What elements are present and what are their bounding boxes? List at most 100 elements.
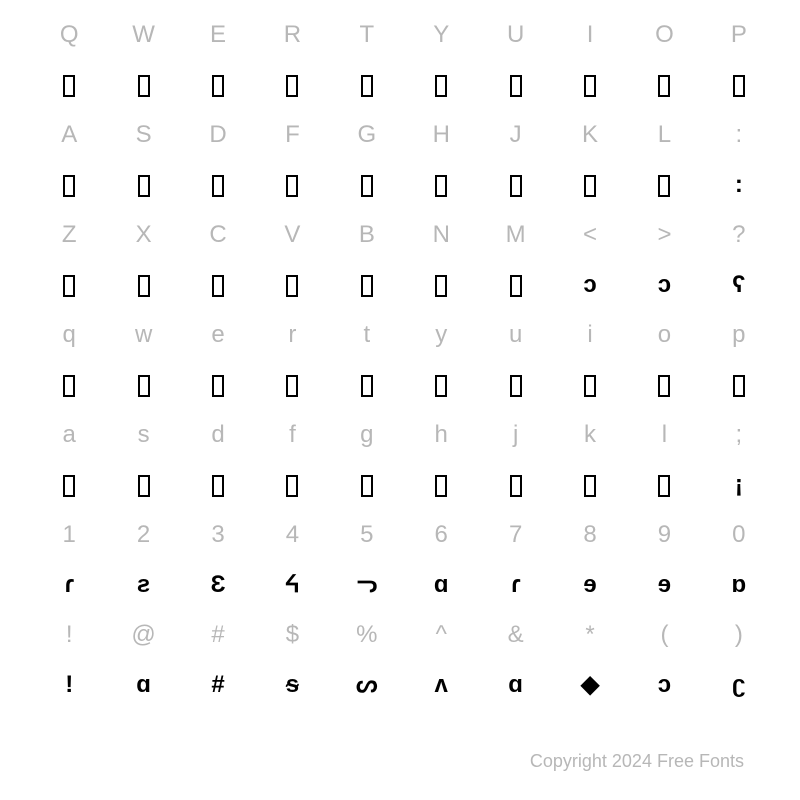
missing-glyph-icon (510, 475, 522, 497)
key-label: p (702, 323, 776, 347)
key-glyph: ɾ (478, 573, 552, 597)
key-label: C (181, 223, 255, 247)
key-label: 4 (255, 523, 329, 547)
key-label: F (255, 123, 329, 147)
key-glyph: ɑ (106, 673, 180, 697)
key-glyph (627, 473, 701, 497)
missing-glyph-icon (212, 275, 224, 297)
key-glyph (404, 73, 478, 97)
key-glyph (106, 173, 180, 197)
key-label: 5 (330, 523, 404, 547)
missing-glyph-icon (212, 75, 224, 97)
missing-glyph-icon (510, 375, 522, 397)
missing-glyph-icon (510, 275, 522, 297)
key-glyph: ɘ (627, 573, 701, 597)
key-glyph: ! (32, 673, 106, 697)
key-label: 2 (106, 523, 180, 547)
key-glyph (553, 173, 627, 197)
key-label: T (330, 23, 404, 47)
key-label: Y (404, 23, 478, 47)
key-label: W (106, 23, 180, 47)
key-glyph (106, 273, 180, 297)
missing-glyph-icon (286, 175, 298, 197)
key-label: o (627, 323, 701, 347)
key-label: ^ (404, 623, 478, 647)
missing-glyph-icon (733, 375, 745, 397)
missing-glyph-icon (286, 375, 298, 397)
key-label: J (478, 123, 552, 147)
key-label: y (404, 323, 478, 347)
label-row: !@#$%^&*() (32, 610, 776, 660)
key-glyph (181, 173, 255, 197)
missing-glyph-icon (510, 75, 522, 97)
missing-glyph-icon (138, 475, 150, 497)
label-row: ASDFGHJKL: (32, 110, 776, 160)
key-glyph (330, 173, 404, 197)
missing-glyph-icon (584, 375, 596, 397)
missing-glyph-icon (286, 75, 298, 97)
key-glyph (627, 373, 701, 397)
key-label: : (702, 123, 776, 147)
key-label: K (553, 123, 627, 147)
missing-glyph-icon (138, 75, 150, 97)
key-glyph: ɘ (553, 573, 627, 597)
key-label: ; (702, 423, 776, 447)
key-glyph: ᔦ (255, 573, 329, 597)
missing-glyph-icon (286, 275, 298, 297)
key-glyph (106, 473, 180, 497)
missing-glyph-icon (584, 475, 596, 497)
key-label: k (553, 423, 627, 447)
key-glyph (255, 73, 329, 97)
key-glyph (255, 273, 329, 297)
key-label: Z (32, 223, 106, 247)
key-label: < (553, 223, 627, 247)
key-label: I (553, 23, 627, 47)
missing-glyph-icon (212, 475, 224, 497)
key-glyph (181, 273, 255, 297)
key-label: e (181, 323, 255, 347)
key-glyph (330, 73, 404, 97)
key-glyph (330, 473, 404, 497)
missing-glyph-icon (138, 375, 150, 397)
key-glyph (181, 473, 255, 497)
key-glyph (255, 473, 329, 497)
key-glyph: ◆ (553, 673, 627, 697)
key-glyph (627, 173, 701, 197)
missing-glyph-icon (212, 175, 224, 197)
key-label: X (106, 223, 180, 247)
glyph-row: : (32, 160, 776, 210)
key-glyph: ᔕ (330, 673, 404, 697)
missing-glyph-icon (138, 275, 150, 297)
key-glyph (553, 373, 627, 397)
label-row: 1234567890 (32, 510, 776, 560)
missing-glyph-icon (584, 175, 596, 197)
character-map-grid: QWERTYUIOPASDFGHJKL::ZXCVBNM<>?ɔɔʕqwerty… (32, 10, 776, 710)
key-glyph: Ɛ (181, 573, 255, 597)
missing-glyph-icon (658, 375, 670, 397)
key-label: @ (106, 623, 180, 647)
key-label: $ (255, 623, 329, 647)
key-glyph: ɔ (627, 673, 701, 697)
key-label: S (106, 123, 180, 147)
key-label: O (627, 23, 701, 47)
key-label: ? (702, 223, 776, 247)
key-glyph: # (181, 673, 255, 697)
key-label: t (330, 323, 404, 347)
key-glyph (702, 373, 776, 397)
key-label: s (106, 423, 180, 447)
key-glyph: ɾ (32, 573, 106, 597)
key-glyph (330, 373, 404, 397)
key-glyph: ᓓ (330, 573, 404, 597)
missing-glyph-icon (286, 475, 298, 497)
missing-glyph-icon (212, 375, 224, 397)
label-row: QWERTYUIOP (32, 10, 776, 60)
key-glyph (478, 473, 552, 497)
missing-glyph-icon (435, 75, 447, 97)
missing-glyph-icon (63, 75, 75, 97)
key-glyph: : (702, 173, 776, 197)
glyph-row (32, 60, 776, 110)
key-glyph: ɒ (702, 573, 776, 597)
glyph-row: ɾƨƐᔦᓓɑɾɘɘɒ (32, 560, 776, 610)
key-glyph: ɔ (553, 273, 627, 297)
missing-glyph-icon (733, 75, 745, 97)
